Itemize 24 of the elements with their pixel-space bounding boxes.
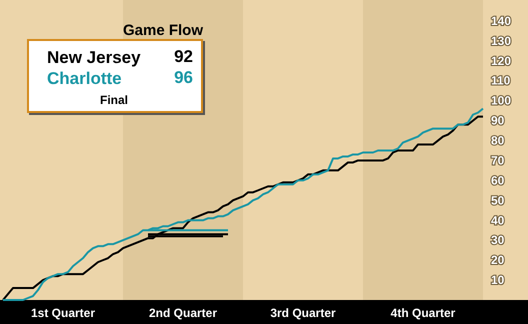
y-tick-label: 80 (491, 134, 505, 148)
y-tick-label: 90 (491, 114, 505, 128)
y-tick-label: 50 (491, 193, 505, 208)
x-tick-label: 4th Quarter (390, 306, 456, 320)
y-tick-label: 60 (491, 173, 505, 188)
annotation: 92 (174, 47, 193, 66)
text: Game Flow (123, 22, 204, 39)
y-tick-label: 20 (491, 253, 505, 268)
y-tick-label: 120 (491, 54, 512, 68)
y-tick-label: 130 (491, 34, 512, 48)
y-tick-label: 140 (491, 14, 512, 28)
y-tick-label: 40 (491, 213, 505, 228)
annotation: Final (100, 93, 128, 107)
y-tick-label: 10 (491, 273, 505, 288)
x-tick-label: 3rd Quarter (270, 306, 336, 320)
y-tick-label: 100 (491, 94, 512, 108)
annotation: 96 (174, 68, 193, 87)
text: New Jersey (47, 48, 142, 67)
y-tick-label: 110 (491, 74, 511, 88)
x-tick-label: 2nd Quarter (148, 306, 218, 320)
y-tick-label: 30 (491, 233, 505, 248)
x-tick-label: 1st Quarter (30, 306, 96, 320)
y-tick-label: 70 (491, 153, 505, 168)
text: Charlotte (47, 69, 122, 88)
